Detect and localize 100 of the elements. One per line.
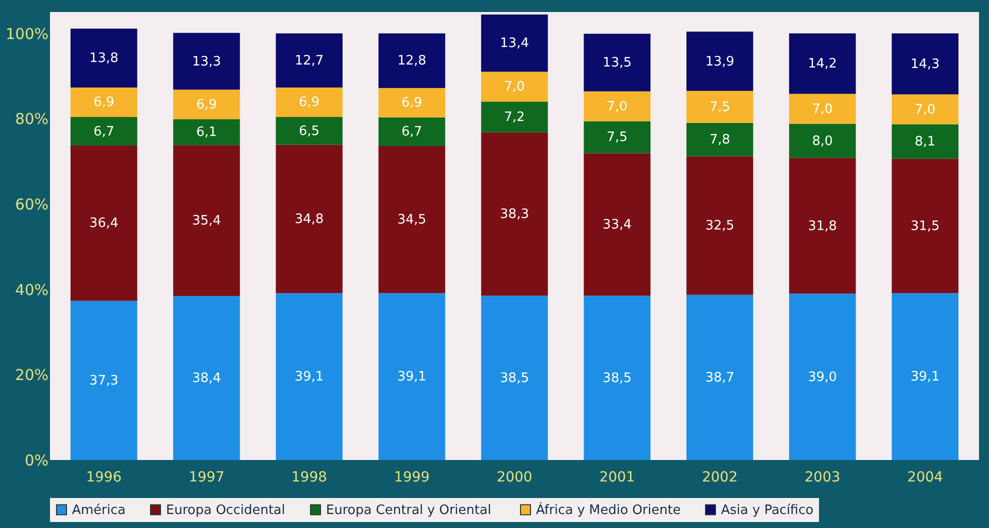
bar bbox=[378, 293, 446, 460]
bar bbox=[70, 146, 138, 301]
bar bbox=[789, 294, 856, 460]
data-label: 31,8 bbox=[808, 218, 837, 234]
data-label: 7,2 bbox=[504, 110, 525, 125]
data-label: 31,5 bbox=[910, 218, 940, 234]
data-label: 12,7 bbox=[294, 53, 324, 68]
bar bbox=[584, 153, 651, 296]
data-label: 39,1 bbox=[910, 370, 940, 385]
data-label: 7,0 bbox=[914, 102, 936, 118]
data-label: 7,5 bbox=[606, 130, 628, 146]
bar bbox=[789, 158, 856, 294]
data-label: 39,0 bbox=[808, 370, 837, 385]
bar bbox=[892, 33, 958, 94]
x-tick-label: 1999 bbox=[394, 470, 430, 486]
bar bbox=[686, 156, 754, 295]
bar bbox=[70, 28, 138, 88]
data-label: 34,5 bbox=[397, 212, 426, 228]
data-label: 12,8 bbox=[397, 54, 426, 69]
bar bbox=[892, 124, 958, 159]
data-label: 14,3 bbox=[910, 56, 940, 72]
bar bbox=[378, 33, 446, 88]
bar bbox=[892, 293, 958, 460]
x-tick-label: 1997 bbox=[188, 470, 224, 486]
data-label: 39,1 bbox=[397, 370, 426, 385]
data-label: 7,0 bbox=[606, 99, 628, 114]
bar bbox=[789, 33, 856, 94]
data-label: 14,2 bbox=[808, 56, 837, 72]
data-label: 38,4 bbox=[192, 371, 222, 386]
data-label: 7,8 bbox=[709, 132, 730, 148]
bar bbox=[892, 158, 958, 294]
bar bbox=[173, 296, 240, 460]
bar bbox=[70, 300, 138, 460]
bar bbox=[173, 90, 240, 120]
data-label: 36,4 bbox=[89, 216, 118, 232]
data-label: 34,8 bbox=[294, 212, 324, 227]
bar bbox=[173, 119, 240, 146]
x-tick-label: 2000 bbox=[496, 470, 532, 486]
data-label: 8,0 bbox=[812, 134, 833, 149]
legend-label: Europa Occidental bbox=[166, 502, 286, 518]
bar bbox=[686, 32, 754, 91]
legend-label: Europa Central y Oriental bbox=[326, 502, 492, 518]
y-tick-label: 20% bbox=[15, 366, 48, 384]
y-tick-label: 80% bbox=[15, 110, 48, 128]
data-label: 6,9 bbox=[402, 96, 422, 111]
data-label: 13,5 bbox=[602, 56, 632, 71]
data-label: 6,5 bbox=[298, 124, 320, 139]
bar bbox=[276, 33, 343, 88]
x-tick-label: 2003 bbox=[804, 470, 840, 486]
data-label: 6,7 bbox=[402, 124, 422, 140]
data-label: 6,9 bbox=[298, 95, 320, 110]
bar bbox=[481, 296, 548, 460]
bar bbox=[789, 94, 856, 124]
data-label: 13,8 bbox=[89, 51, 118, 66]
bar bbox=[584, 121, 651, 154]
bar bbox=[481, 102, 548, 132]
bar bbox=[276, 293, 343, 460]
bar bbox=[481, 14, 548, 72]
y-tick-label: 100% bbox=[6, 24, 48, 43]
bar bbox=[173, 145, 240, 296]
data-label: 39,1 bbox=[294, 370, 324, 385]
x-tick-label: 2001 bbox=[599, 470, 635, 486]
data-label: 38,5 bbox=[602, 370, 632, 386]
data-label: 35,4 bbox=[192, 214, 222, 229]
x-tick-label: 2004 bbox=[907, 470, 944, 486]
bar bbox=[173, 32, 240, 90]
data-label: 13,4 bbox=[500, 36, 529, 52]
x-tick-label: 2002 bbox=[702, 470, 738, 486]
bar bbox=[481, 132, 548, 296]
legend-label: Asia y Pacífico bbox=[721, 502, 814, 518]
data-label: 33,4 bbox=[602, 217, 632, 232]
data-label: 37,3 bbox=[89, 373, 118, 388]
y-tick-label: 40% bbox=[15, 280, 48, 299]
bar bbox=[584, 91, 651, 122]
data-label: 7,0 bbox=[812, 102, 833, 117]
bar bbox=[892, 94, 958, 124]
data-label: 8,1 bbox=[914, 134, 936, 150]
bar bbox=[378, 88, 446, 118]
y-tick-label: 0% bbox=[24, 452, 48, 470]
bar bbox=[686, 90, 754, 123]
data-label: 6,9 bbox=[196, 97, 217, 112]
bar bbox=[584, 296, 651, 460]
bar bbox=[276, 144, 343, 294]
bar bbox=[378, 146, 446, 294]
data-label: 38,5 bbox=[500, 370, 529, 386]
bar bbox=[789, 124, 856, 158]
bar bbox=[481, 72, 548, 102]
bar bbox=[70, 116, 138, 146]
data-label: 6,1 bbox=[196, 125, 217, 140]
data-label: 13,3 bbox=[192, 54, 222, 70]
legend-label: África y Medio Oriente bbox=[536, 500, 681, 518]
data-label: 6,7 bbox=[94, 124, 114, 140]
data-label: 6,9 bbox=[94, 95, 114, 110]
legend-label: América bbox=[72, 502, 126, 518]
bar bbox=[276, 88, 343, 117]
data-label: 38,7 bbox=[705, 370, 734, 386]
x-tick-label: 1998 bbox=[291, 470, 328, 486]
bar bbox=[584, 34, 651, 92]
bar bbox=[70, 88, 138, 117]
data-label: 13,9 bbox=[705, 54, 734, 70]
